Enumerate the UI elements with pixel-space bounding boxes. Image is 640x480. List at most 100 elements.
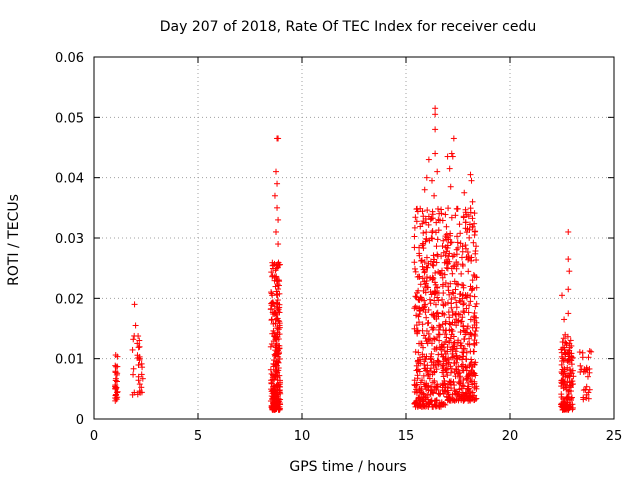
- data-point-marker: [560, 378, 567, 385]
- data-point-marker: [437, 323, 444, 330]
- data-point-marker: [132, 322, 139, 329]
- data-point-marker: [134, 354, 141, 361]
- data-point-marker: [457, 240, 464, 247]
- data-point-marker: [426, 296, 433, 303]
- data-point-marker: [467, 209, 474, 216]
- data-point-marker: [472, 328, 479, 335]
- data-point-marker: [430, 252, 437, 259]
- data-point-marker: [449, 312, 456, 319]
- data-point-marker: [451, 262, 458, 269]
- data-point-marker: [459, 248, 466, 255]
- data-point-marker: [422, 394, 429, 401]
- data-point-marker: [558, 353, 565, 360]
- data-point-marker: [449, 289, 456, 296]
- data-point-marker: [423, 277, 430, 284]
- data-point-marker: [451, 382, 458, 389]
- data-point-marker: [473, 395, 480, 402]
- data-point-marker: [416, 252, 423, 259]
- data-point-marker: [414, 273, 421, 280]
- data-point-marker: [433, 259, 440, 266]
- data-point-marker: [463, 329, 470, 336]
- data-point-marker: [411, 233, 418, 240]
- data-point-marker: [443, 223, 450, 230]
- data-point-marker: [114, 388, 121, 395]
- data-point-marker: [413, 294, 420, 301]
- data-point-marker: [439, 243, 446, 250]
- y-tick-label: 0.06: [55, 51, 84, 66]
- data-point-marker: [444, 153, 451, 160]
- data-point-marker: [275, 241, 282, 248]
- data-point-marker: [471, 314, 478, 321]
- data-point-marker: [273, 265, 280, 272]
- data-point-marker: [433, 397, 440, 404]
- data-point-marker: [440, 237, 447, 244]
- data-point-marker: [274, 281, 281, 288]
- data-point-marker: [428, 383, 435, 390]
- data-point-marker: [131, 301, 138, 308]
- y-axis-title: ROTI / TECUs: [6, 194, 22, 286]
- data-point-marker: [435, 205, 442, 212]
- data-point-marker: [447, 335, 454, 342]
- data-point-marker: [432, 150, 439, 157]
- data-point-marker: [441, 271, 448, 278]
- data-point-marker: [558, 401, 565, 408]
- data-point-marker: [469, 324, 476, 331]
- data-point-marker: [453, 251, 460, 258]
- data-point-marker: [427, 368, 434, 375]
- data-point-marker: [419, 208, 426, 215]
- data-point-marker: [450, 135, 457, 142]
- data-point-marker: [432, 289, 439, 296]
- data-point-marker: [440, 302, 447, 309]
- data-point-marker: [453, 259, 460, 266]
- data-point-marker: [428, 324, 435, 331]
- data-point-marker: [465, 268, 472, 275]
- data-point-marker: [423, 394, 430, 401]
- data-point-marker: [443, 264, 450, 271]
- data-point-marker: [113, 384, 120, 391]
- data-point-marker: [273, 228, 279, 235]
- data-point-marker: [453, 345, 460, 352]
- data-point-marker: [432, 301, 439, 308]
- data-point-marker: [439, 283, 446, 290]
- data-point-marker: [460, 377, 467, 384]
- data-point-marker: [568, 361, 575, 368]
- data-point-marker: [434, 168, 441, 175]
- data-point-marker: [412, 293, 419, 300]
- data-point-marker: [422, 403, 429, 410]
- data-point-marker: [435, 358, 442, 365]
- data-point-marker: [113, 371, 120, 378]
- data-point-marker: [273, 366, 280, 373]
- data-point-marker: [434, 334, 441, 341]
- y-tick-labels: 0 0.01 0.02 0.03 0.04 0.05 0.06: [55, 51, 84, 428]
- data-point-marker: [563, 342, 570, 349]
- data-point-marker: [129, 346, 136, 353]
- data-point-marker: [276, 278, 283, 285]
- data-point-marker: [411, 377, 418, 384]
- data-point-marker: [448, 239, 455, 246]
- data-point-marker: [455, 379, 462, 386]
- data-point-marker: [467, 292, 474, 299]
- data-point-marker: [452, 294, 459, 301]
- data-point-marker: [580, 396, 587, 403]
- data-point-marker: [447, 321, 454, 328]
- data-point-marker: [442, 351, 449, 358]
- data-point-marker: [471, 293, 478, 300]
- data-point-marker: [415, 305, 422, 312]
- data-point-marker: [473, 243, 480, 250]
- data-point-marker: [467, 392, 474, 399]
- data-point-marker: [276, 355, 283, 362]
- data-point-marker: [276, 324, 283, 331]
- data-point-marker: [420, 241, 427, 248]
- data-point-marker: [429, 276, 436, 283]
- data-point-marker: [425, 399, 432, 406]
- data-point-marker: [466, 370, 473, 377]
- data-point-marker: [432, 269, 439, 276]
- data-point-marker: [413, 218, 420, 225]
- data-point-marker: [471, 337, 478, 344]
- data-point-marker: [565, 256, 572, 263]
- data-point-marker: [423, 367, 430, 374]
- data-point-marker: [434, 294, 441, 301]
- data-point-marker: [457, 230, 464, 237]
- data-point-marker: [422, 280, 429, 287]
- data-point-marker: [411, 400, 418, 407]
